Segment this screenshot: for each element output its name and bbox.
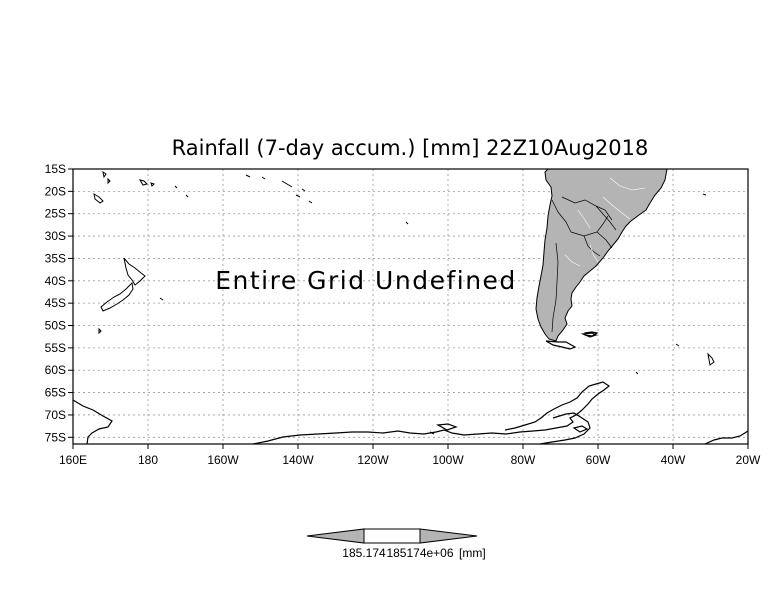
undefined-grid-message: Entire Grid Undefined: [215, 266, 517, 295]
x-tick-label: 100W: [432, 453, 464, 467]
x-tick-label: 160W: [207, 453, 239, 467]
y-tick-label: 65S: [45, 386, 66, 400]
new-zealand-landmass: [98, 257, 146, 335]
x-tick-label: 180: [138, 453, 158, 467]
y-tick-label: 70S: [45, 408, 66, 422]
y-tick-label: 45S: [45, 296, 66, 310]
y-tick-label: 50S: [45, 319, 66, 333]
colorbar-label-right: 185174e+06: [386, 546, 453, 560]
y-tick-label: 55S: [45, 341, 66, 355]
colorbar: 185.174 185174e+06 [mm]: [306, 528, 486, 560]
y-tick-label: 35S: [45, 251, 66, 265]
y-tick-label: 20S: [45, 184, 66, 198]
colorbar-units: [mm]: [459, 546, 486, 560]
x-tick-label: 80W: [511, 453, 536, 467]
x-tick-label: 60W: [586, 453, 611, 467]
y-tick-label: 40S: [45, 274, 66, 288]
x-axis: 160E 180 160W 140W 120W 100W 80W 60W 40W 20W: [59, 444, 761, 467]
pacific-islands: [93, 170, 715, 375]
y-tick-label: 75S: [45, 430, 66, 444]
antarctica-coastline: [72, 332, 749, 445]
y-tick-label: 30S: [45, 229, 66, 243]
y-tick-label: 60S: [45, 363, 66, 377]
plot-title: Rainfall (7-day accum.) [mm] 22Z10Aug201…: [172, 136, 649, 160]
x-tick-label: 160E: [59, 453, 87, 467]
colorbar-label-left: 185.174: [342, 546, 386, 560]
colorbar-left-triangle: [306, 528, 365, 544]
plot-area: Entire Grid Undefined: [72, 168, 749, 445]
x-tick-label: 40W: [661, 453, 686, 467]
plot-frame: [72, 168, 749, 445]
y-tick-label: 25S: [45, 207, 66, 221]
south-america-landmass: [535, 168, 668, 350]
colorbar-center-box: [363, 528, 421, 544]
x-tick-label: 120W: [357, 453, 389, 467]
y-tick-label: 15S: [45, 162, 66, 176]
x-tick-label: 20W: [736, 453, 761, 467]
colorbar-right-triangle: [419, 528, 478, 544]
x-tick-label: 140W: [282, 453, 314, 467]
y-axis: 15S 20S 25S 30S 35S 40S 45S 50S 55S 60S 65S 70S 75S: [45, 162, 73, 444]
